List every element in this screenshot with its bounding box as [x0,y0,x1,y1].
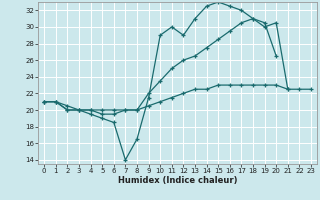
X-axis label: Humidex (Indice chaleur): Humidex (Indice chaleur) [118,176,237,185]
